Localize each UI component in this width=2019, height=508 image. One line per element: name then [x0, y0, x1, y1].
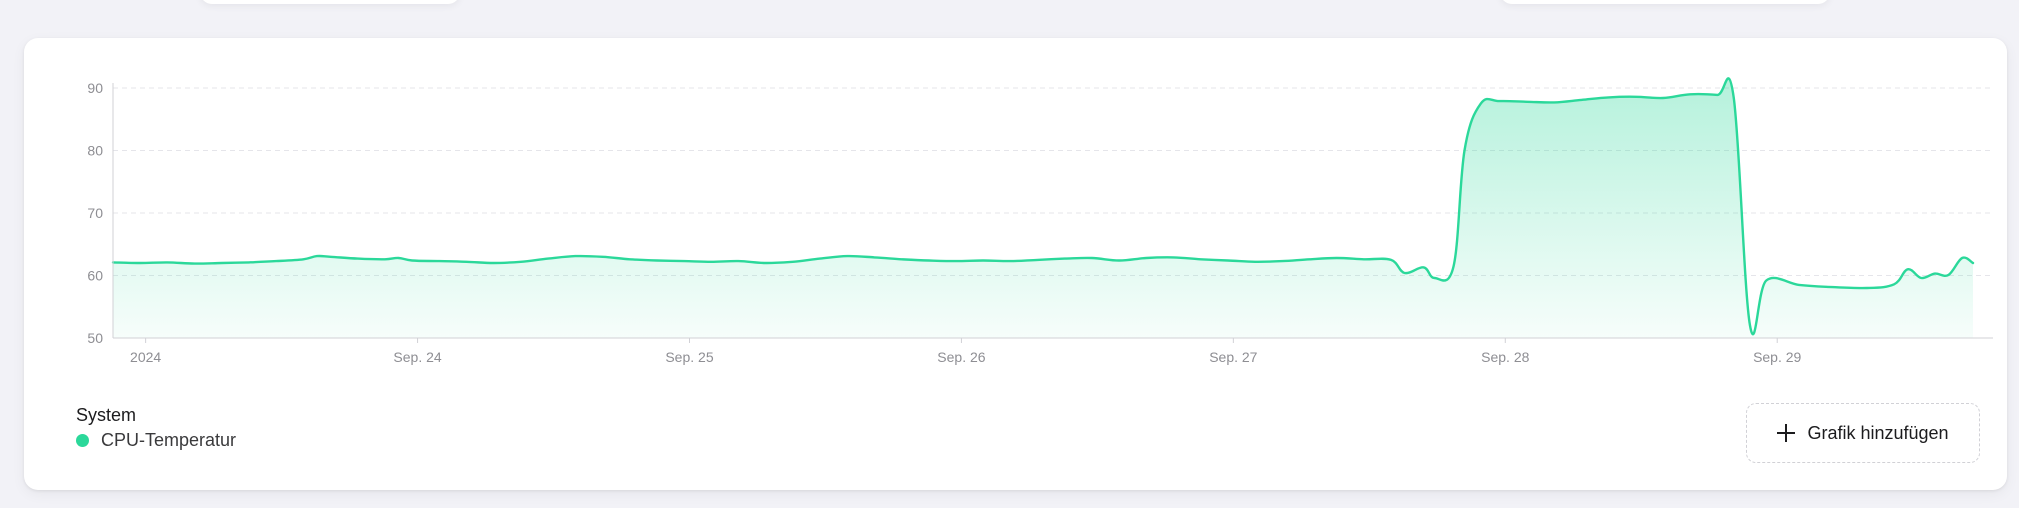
y-tick-label: 80 — [87, 143, 103, 159]
add-chart-label: Grafik hinzufügen — [1807, 422, 1949, 443]
series-color-dot — [76, 434, 89, 447]
add-chart-button[interactable]: Grafik hinzufügen — [1746, 403, 1980, 463]
series-area-fill — [113, 78, 1973, 339]
x-tick-label: Sep. 26 — [937, 349, 985, 365]
x-tick-label: Sep. 29 — [1753, 349, 1801, 365]
series-area — [111, 77, 1975, 339]
cpu-temperature-chart: 90 80 70 60 50 2024 Sep. 24 Sep. 25 Sep. 26 Sep.… — [87, 77, 1993, 365]
background-card-left — [200, 0, 460, 4]
x-tick-label: 2024 — [130, 349, 161, 365]
legend-item-cpu-temperatur[interactable]: CPU-Temperatur — [76, 430, 236, 451]
legend-group-title: System — [76, 405, 137, 425]
chart-card: 90 80 70 60 50 2024 Sep. 24 Sep. 25 Sep. 26 Sep.… — [24, 38, 2007, 490]
y-axis-ticks: 90 80 70 60 50 — [87, 80, 103, 346]
legend: System CPU-Temperatur — [76, 405, 236, 451]
plus-icon — [1777, 424, 1796, 442]
x-tick-label: Sep. 28 — [1481, 349, 1529, 365]
y-tick-label: 70 — [87, 205, 103, 221]
axes — [112, 83, 1993, 339]
y-tick-label: 60 — [87, 268, 103, 284]
legend-item-label: CPU-Temperatur — [101, 430, 237, 450]
x-tick-label: Sep. 25 — [665, 349, 713, 365]
series-line-cpu-temperatur — [111, 77, 1975, 336]
background-card-right — [1500, 0, 1830, 4]
y-tick-label: 50 — [87, 330, 103, 346]
x-tick-label: Sep. 27 — [1209, 349, 1257, 365]
x-tick-label: Sep. 24 — [393, 349, 441, 365]
x-axis-ticks: 2024 Sep. 24 Sep. 25 Sep. 26 Sep. 27 Sep. 28 S… — [130, 338, 1802, 365]
y-tick-label: 90 — [87, 80, 103, 96]
